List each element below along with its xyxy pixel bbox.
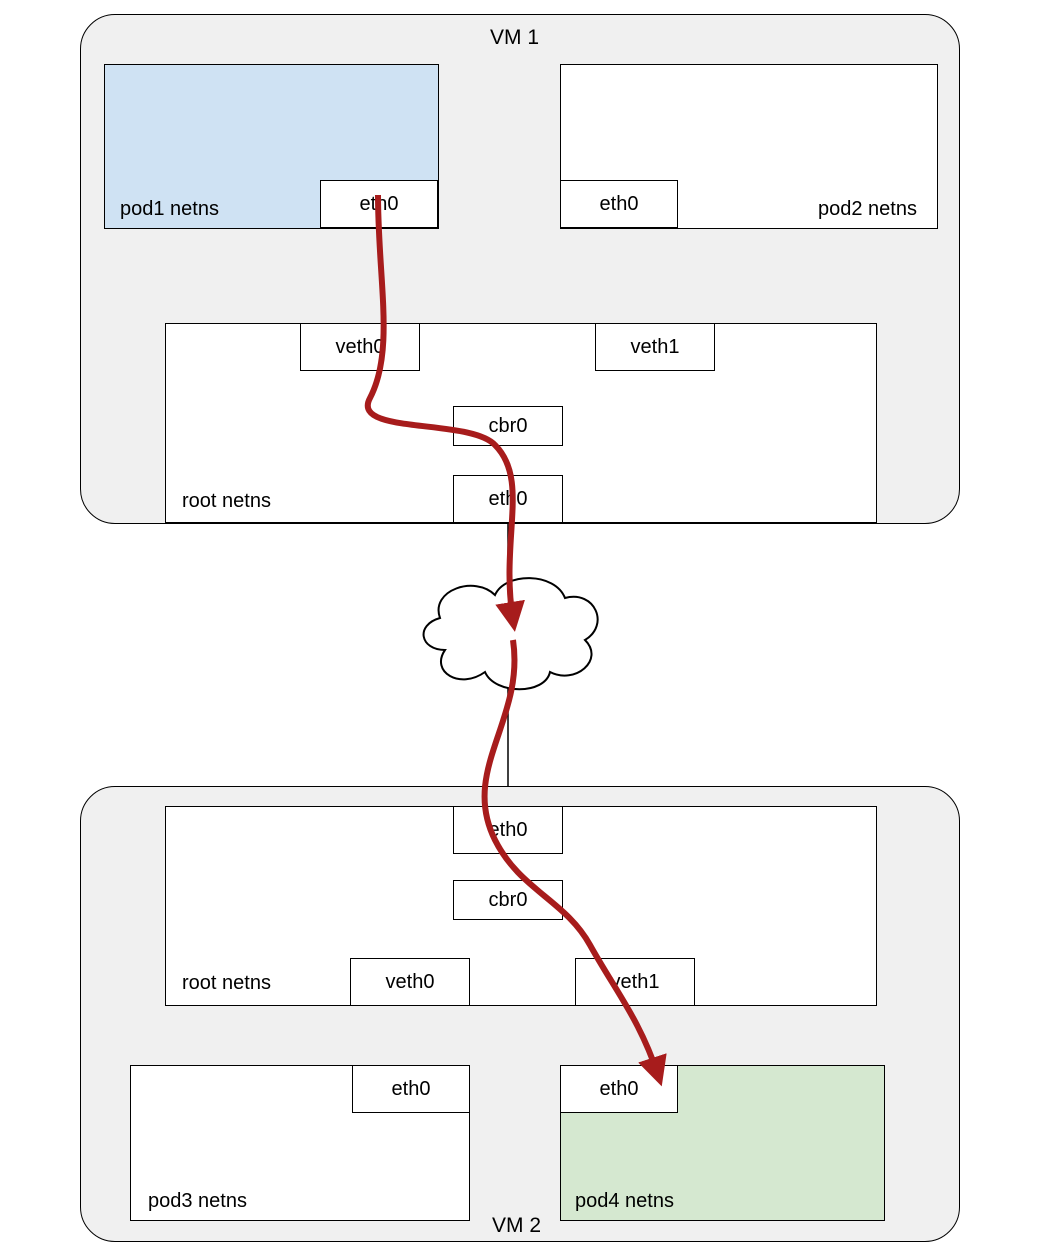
- vm1-root-eth0-label: eth0: [489, 488, 528, 511]
- pod2-eth0: eth0: [560, 180, 678, 228]
- vm1-veth1-label: veth1: [631, 336, 680, 359]
- vm1-cbr0-label: cbr0: [489, 415, 528, 438]
- vm1-root-label: root netns: [182, 490, 271, 513]
- pod2-eth0-label: eth0: [600, 193, 639, 216]
- pod2-label: pod2 netns: [818, 198, 917, 221]
- vm2-veth1-label: veth1: [611, 971, 660, 994]
- vm1-veth1: veth1: [595, 323, 715, 371]
- vm2-root-eth0-label: eth0: [489, 819, 528, 842]
- pod3-eth0: eth0: [352, 1065, 470, 1113]
- vm2-title: VM 2: [492, 1214, 541, 1238]
- vm2-root-label: root netns: [182, 972, 271, 995]
- pod3-label: pod3 netns: [148, 1190, 247, 1213]
- pod1-label: pod1 netns: [120, 198, 219, 221]
- vm1-veth0-label: veth0: [336, 336, 385, 359]
- vm2-veth0-label: veth0: [386, 971, 435, 994]
- vm1-cbr0: cbr0: [453, 406, 563, 446]
- pod4-eth0: eth0: [560, 1065, 678, 1113]
- vm2-cbr0-label: cbr0: [489, 889, 528, 912]
- pod4-label: pod4 netns: [575, 1190, 674, 1213]
- vm1-veth0: veth0: [300, 323, 420, 371]
- pod1-eth0-label: eth0: [360, 193, 399, 216]
- cloud-icon: [424, 578, 598, 689]
- vm2-root-eth0: eth0: [453, 806, 563, 854]
- vm1-root-eth0: eth0: [453, 475, 563, 523]
- vm1-title: VM 1: [490, 26, 539, 50]
- vm2-veth0: veth0: [350, 958, 470, 1006]
- diagram-canvas: VM 1 pod1 netns eth0 pod2 netns eth0 roo…: [0, 0, 1044, 1250]
- vm2-veth1: veth1: [575, 958, 695, 1006]
- pod3-eth0-label: eth0: [392, 1078, 431, 1101]
- pod4-eth0-label: eth0: [600, 1078, 639, 1101]
- vm2-cbr0: cbr0: [453, 880, 563, 920]
- pod1-eth0: eth0: [320, 180, 438, 228]
